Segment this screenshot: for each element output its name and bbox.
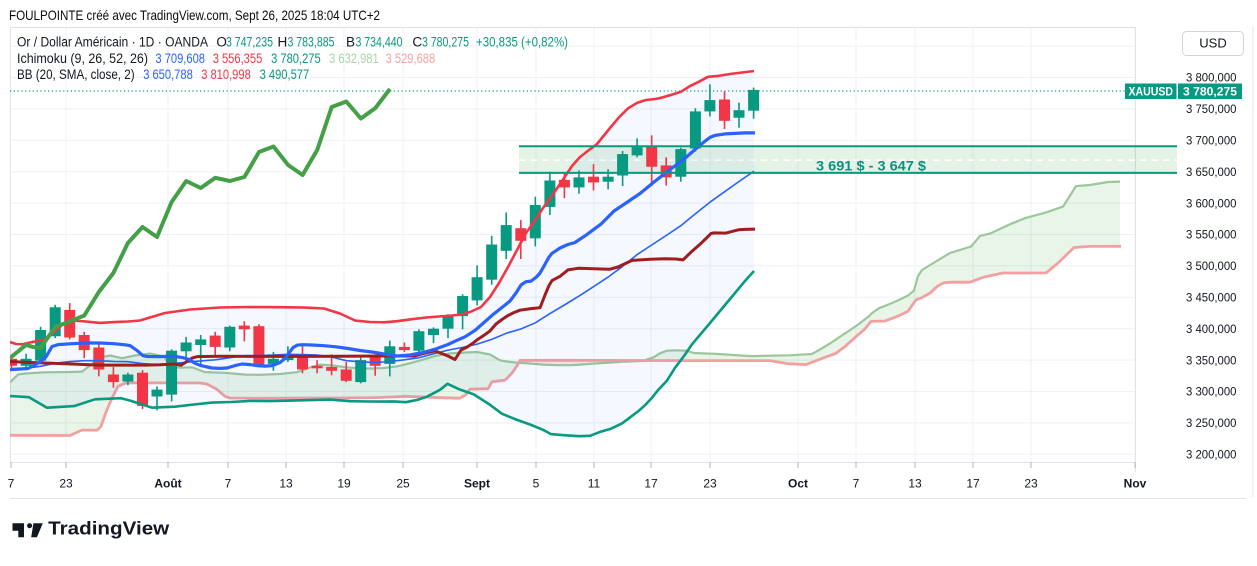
svg-text:XAUUSD: XAUUSD [1129, 86, 1174, 98]
svg-text:3 550,000: 3 550,000 [1186, 228, 1237, 242]
svg-text:3 400,000: 3 400,000 [1186, 322, 1237, 336]
svg-text:3 650,000: 3 650,000 [1186, 165, 1237, 179]
svg-text:FOULPOINTE créé avec TradingVi: FOULPOINTE créé avec TradingView.com, Se… [9, 7, 380, 23]
svg-text:3 780,275: 3 780,275 [271, 51, 321, 66]
svg-text:3 500,000: 3 500,000 [1186, 259, 1237, 273]
svg-text:3 800,000: 3 800,000 [1186, 71, 1237, 85]
svg-text:3 600,000: 3 600,000 [1186, 196, 1237, 210]
svg-text:13: 13 [908, 477, 922, 491]
svg-text:3 650,788: 3 650,788 [143, 67, 193, 82]
svg-text:+30,835 (+0,82%): +30,835 (+0,82%) [476, 34, 568, 49]
svg-text:23: 23 [1024, 477, 1038, 491]
svg-text:13: 13 [279, 477, 293, 491]
svg-text:3 700,000: 3 700,000 [1186, 134, 1237, 148]
svg-text:Ichimoku (9, 26, 52, 26): Ichimoku (9, 26, 52, 26) [17, 51, 148, 66]
svg-text:3 450,000: 3 450,000 [1186, 291, 1237, 305]
svg-text:3 810,998: 3 810,998 [201, 67, 251, 82]
svg-text:19: 19 [337, 477, 351, 491]
svg-text:Août: Août [154, 477, 181, 491]
svg-text:5: 5 [533, 477, 540, 491]
svg-text:3 200,000: 3 200,000 [1186, 448, 1237, 462]
svg-text:3 780,275: 3 780,275 [422, 34, 469, 49]
svg-text:3 632,981: 3 632,981 [329, 51, 379, 66]
svg-text:Nov: Nov [1124, 477, 1147, 491]
svg-text:3 747,235: 3 747,235 [226, 34, 273, 49]
svg-text:3 783,885: 3 783,885 [288, 34, 335, 49]
svg-text:7: 7 [853, 477, 860, 491]
svg-text:23: 23 [59, 477, 73, 491]
svg-text:3 750,000: 3 750,000 [1186, 102, 1237, 116]
svg-text:25: 25 [396, 477, 410, 491]
svg-text:H: H [278, 34, 288, 49]
svg-text:Sept: Sept [464, 477, 490, 491]
svg-text:23: 23 [703, 477, 717, 491]
svg-text:3 780,275: 3 780,275 [1183, 85, 1237, 99]
svg-text:3 490,577: 3 490,577 [260, 67, 310, 82]
svg-text:TradingView: TradingView [48, 519, 170, 539]
svg-text:3 250,000: 3 250,000 [1186, 416, 1237, 430]
svg-text:3 709,608: 3 709,608 [155, 51, 205, 66]
svg-text:17: 17 [644, 477, 658, 491]
svg-text:3 529,688: 3 529,688 [386, 51, 436, 66]
svg-text:3 691 $ - 3 647 $: 3 691 $ - 3 647 $ [816, 158, 926, 174]
svg-text:Or / Dollar Américain · 1D · O: Or / Dollar Américain · 1D · OANDA [17, 34, 208, 49]
svg-text:11: 11 [588, 477, 601, 491]
svg-text:USD: USD [1199, 36, 1226, 51]
svg-text:7: 7 [225, 477, 232, 491]
svg-text:3 300,000: 3 300,000 [1186, 385, 1237, 399]
svg-text:3 556,355: 3 556,355 [213, 51, 263, 66]
svg-text:Oct: Oct [788, 477, 808, 491]
svg-text:C: C [412, 34, 422, 49]
svg-text:O: O [216, 34, 227, 49]
svg-text:3 350,000: 3 350,000 [1186, 353, 1237, 367]
svg-text:17: 17 [966, 477, 980, 491]
svg-text:3 734,440: 3 734,440 [356, 34, 403, 49]
svg-text:B: B [346, 34, 355, 49]
svg-text:BB (20, SMA, close, 2): BB (20, SMA, close, 2) [17, 67, 135, 82]
svg-text:7: 7 [8, 477, 15, 491]
